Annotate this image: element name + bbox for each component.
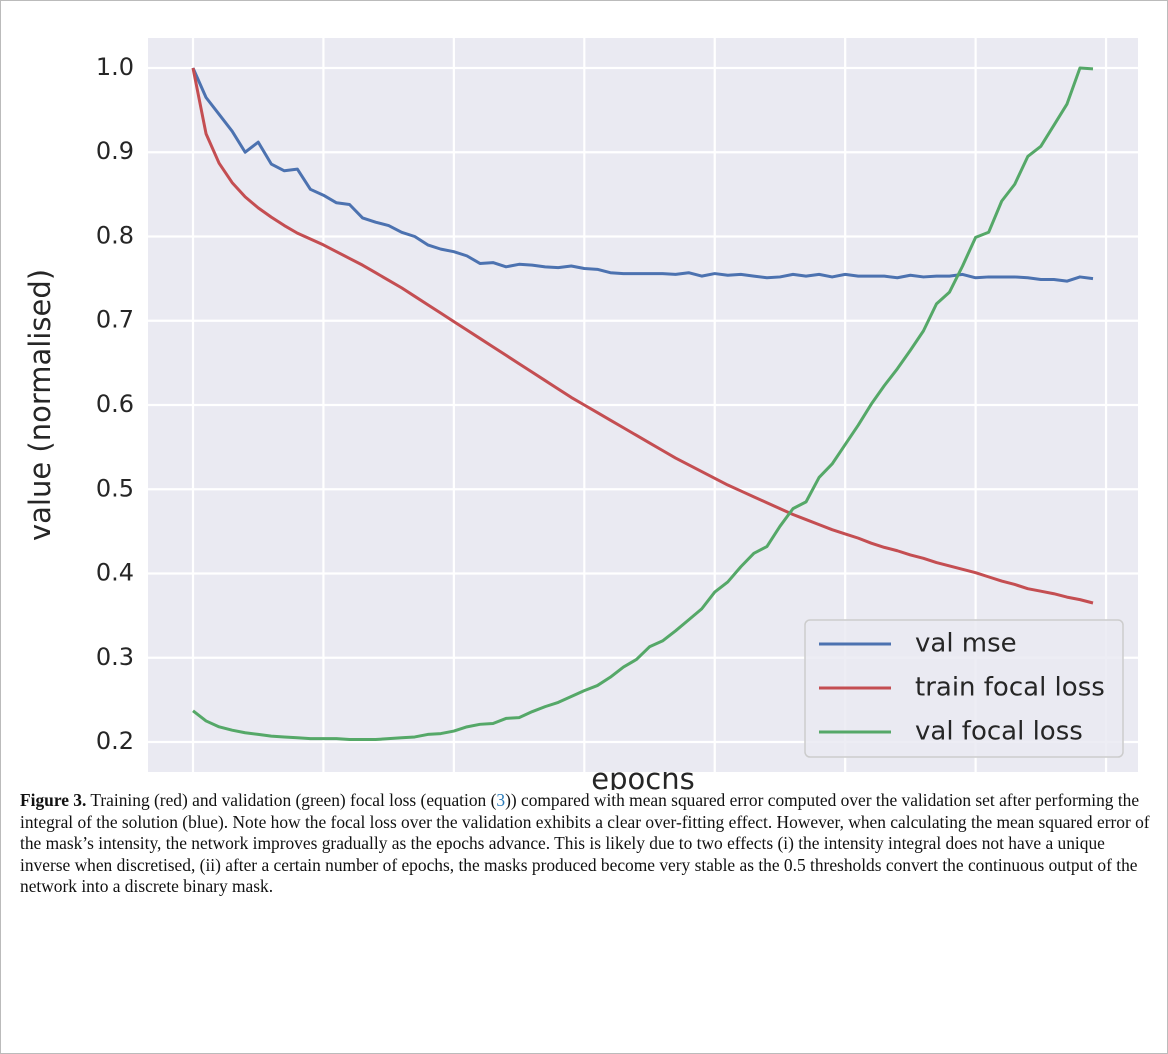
y-tick-label: 0.6 bbox=[96, 390, 134, 418]
legend-label: train focal loss bbox=[915, 673, 1105, 703]
legend-box bbox=[804, 619, 1124, 758]
equation-ref[interactable]: 3 bbox=[496, 790, 506, 810]
y-tick-label: 0.2 bbox=[96, 727, 134, 755]
legend-label: val mse bbox=[915, 629, 1017, 659]
y-tick-label: 0.8 bbox=[96, 221, 134, 249]
caption: Figure 3. Training (red) and validation … bbox=[20, 790, 1150, 898]
y-tick-label: 0.9 bbox=[96, 137, 134, 165]
caption-text: Training (red) and validation (green) fo… bbox=[86, 790, 497, 810]
y-tick-label: 0.3 bbox=[96, 643, 134, 671]
y-tick-label: 0.4 bbox=[96, 559, 134, 587]
caption-label: Figure 3. bbox=[20, 790, 87, 810]
y-axis-label: value (normalised) bbox=[23, 269, 57, 541]
chart: epochs value (normalised) 0.20.30.40.50.… bbox=[23, 38, 1138, 790]
line-series bbox=[191, 67, 1094, 283]
y-tick-label: 0.5 bbox=[96, 474, 134, 502]
y-tick-label: 0.7 bbox=[96, 306, 134, 334]
y-tick-label: 1.0 bbox=[96, 53, 134, 81]
line-series bbox=[192, 66, 1094, 741]
line-series bbox=[191, 67, 1094, 605]
legend-label: val focal loss bbox=[915, 717, 1083, 747]
caption-text: )) compared with mean squared error comp… bbox=[20, 790, 1150, 896]
